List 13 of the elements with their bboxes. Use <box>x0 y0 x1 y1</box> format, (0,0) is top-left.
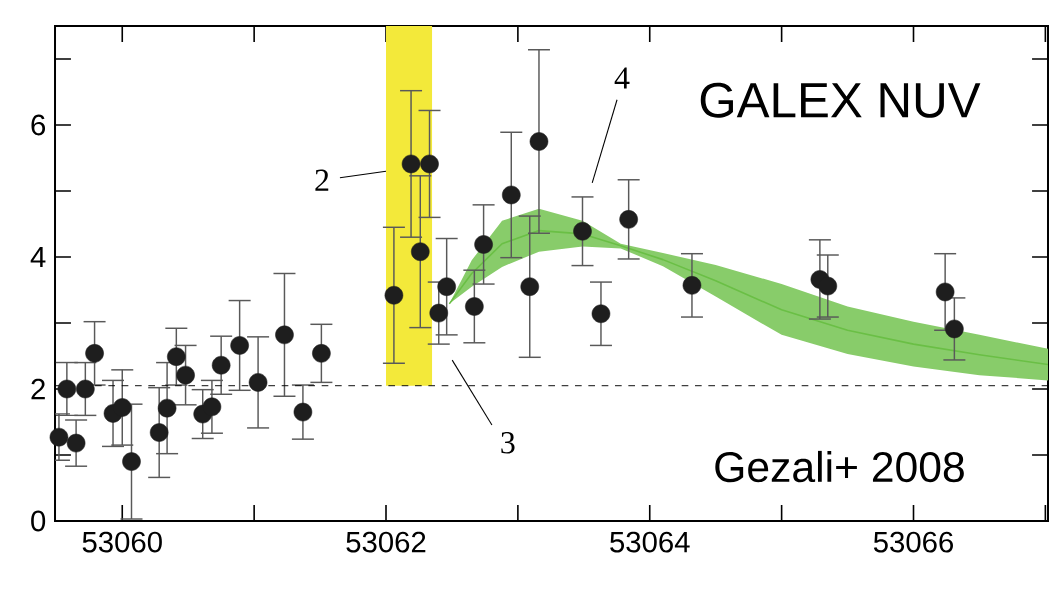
annotation: Gezali+ 2008 <box>715 450 964 483</box>
x-tick-label: 53066 <box>873 531 953 553</box>
text: GALEX NUV <box>700 82 981 118</box>
x-tick-label: 53062 <box>346 531 426 553</box>
y-tick-label: 6 <box>31 114 46 136</box>
y-tick-label: 4 <box>30 246 46 268</box>
annotation: 4 <box>614 67 630 89</box>
annotation: 3 <box>501 432 515 454</box>
y-tick-label: 2 <box>31 378 45 400</box>
x-tick-label: 53060 <box>82 531 162 553</box>
annotation: 2 <box>315 169 329 191</box>
x-tick-label: 53064 <box>610 531 690 553</box>
y-tick-label: 0 <box>31 510 46 532</box>
